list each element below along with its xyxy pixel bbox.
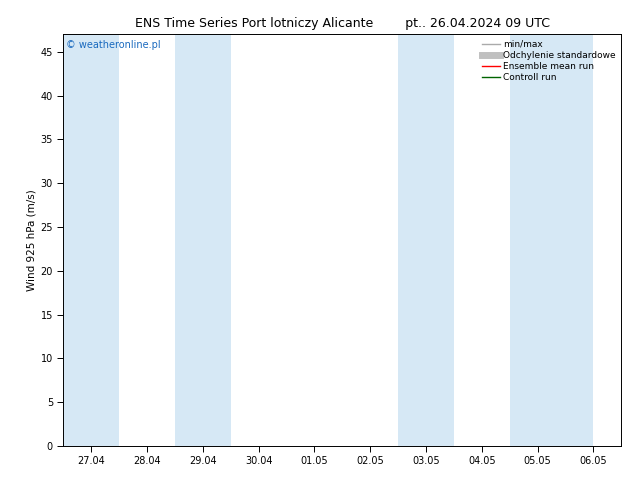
Bar [175, 34, 231, 446]
Title: ENS Time Series Port lotniczy Alicante        pt.. 26.04.2024 09 UTC: ENS Time Series Port lotniczy Alicante p… [135, 17, 550, 30]
Bar [510, 34, 593, 446]
Text: © weatheronline.pl: © weatheronline.pl [66, 41, 161, 50]
Legend: min/max, Odchylenie standardowe, Ensemble mean run, Controll run: min/max, Odchylenie standardowe, Ensembl… [478, 36, 619, 86]
Y-axis label: Wind 925 hPa (m/s): Wind 925 hPa (m/s) [27, 189, 36, 291]
Bar [63, 34, 119, 446]
Bar [398, 34, 454, 446]
